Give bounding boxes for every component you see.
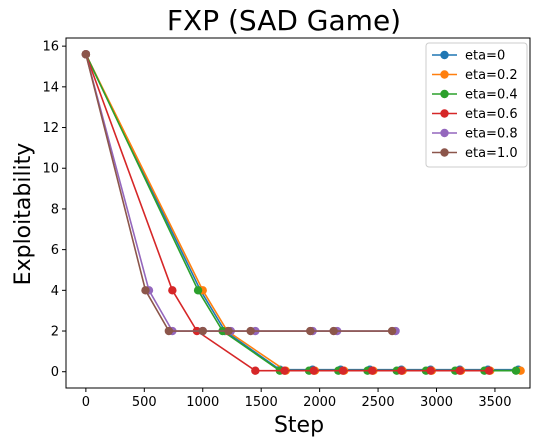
y-tick-label: 4 [51,284,59,299]
y-tick-label: 14 [42,80,59,95]
series-eta=0.8 [81,50,400,336]
y-tick-label: 10 [42,162,59,177]
data-point [397,366,406,375]
y-tick-label: 12 [42,121,59,136]
data-point [426,366,435,375]
x-tick-label: 0 [82,395,90,410]
plot-area: 0 500 1000 1500 2000 2500 3000 3500 0 2 4 6 8 10 12 14 1… [42,37,531,410]
x-tick-label: 500 [132,395,157,410]
y-tick-label: 0 [51,365,59,380]
data-point [193,286,203,295]
x-tick-label: 1500 [245,395,278,410]
legend-item: eta=0.6 [432,107,518,122]
legend-swatch-marker [440,128,449,138]
data-point [338,366,348,375]
legend-swatch-marker [440,148,449,157]
series-line [85,54,490,372]
legend-swatch-marker [440,50,449,60]
x-axis-title: Step [274,413,324,438]
data-point [484,366,494,375]
data-point [329,326,338,336]
series-line [85,54,396,332]
y-axis-title: Exploitability [11,143,36,286]
legend-item: eta=0.8 [432,127,518,142]
legend-label: eta=0.4 [465,88,518,103]
data-point [246,326,255,336]
series-eta=1.0 [81,50,397,336]
x-tick-label: 1000 [186,395,219,410]
legend-label: eta=1.0 [465,146,518,161]
data-point [511,366,521,375]
x-tick-label: 3500 [478,395,511,410]
legend-label: eta=0.2 [465,68,518,83]
y-tick-label: 6 [51,243,59,258]
data-point [168,286,177,295]
y-tick-label: 16 [42,40,59,55]
legend-label: eta=0 [465,49,505,64]
data-point [81,50,91,59]
data-point [387,326,397,336]
chart-title: FXP (SAD Game) [167,4,401,37]
data-point [306,326,315,336]
plot-frame [65,37,531,389]
data-point [164,326,174,336]
legend: eta=0 eta=0.2 eta=0.4 eta=0.6 eta=0.8 eta=1.0 [425,42,528,168]
data-point [251,366,260,375]
data-point [368,366,377,375]
legend-swatch-marker [440,70,449,79]
data-point [198,326,207,336]
legend-label: eta=0.8 [465,127,518,142]
legend-item: eta=0.4 [432,88,518,103]
data-point [141,286,150,295]
series-line [85,54,393,332]
x-tick-label: 3000 [420,395,453,410]
y-tick-label: 8 [51,202,59,217]
data-point [280,366,289,375]
data-point [309,366,318,375]
x-tick-label: 2500 [362,395,395,410]
x-tick-label: 2000 [303,395,336,410]
legend-label: eta=0.6 [465,107,518,122]
legend-swatch-marker [440,109,449,118]
data-point [455,366,465,375]
y-tick-label: 2 [51,325,59,340]
legend-item: eta=0.2 [432,68,518,83]
legend-item: eta=0 [432,49,505,64]
legend-swatch-marker [440,89,449,99]
data-point [224,326,233,336]
legend-item: eta=1.0 [432,146,518,161]
